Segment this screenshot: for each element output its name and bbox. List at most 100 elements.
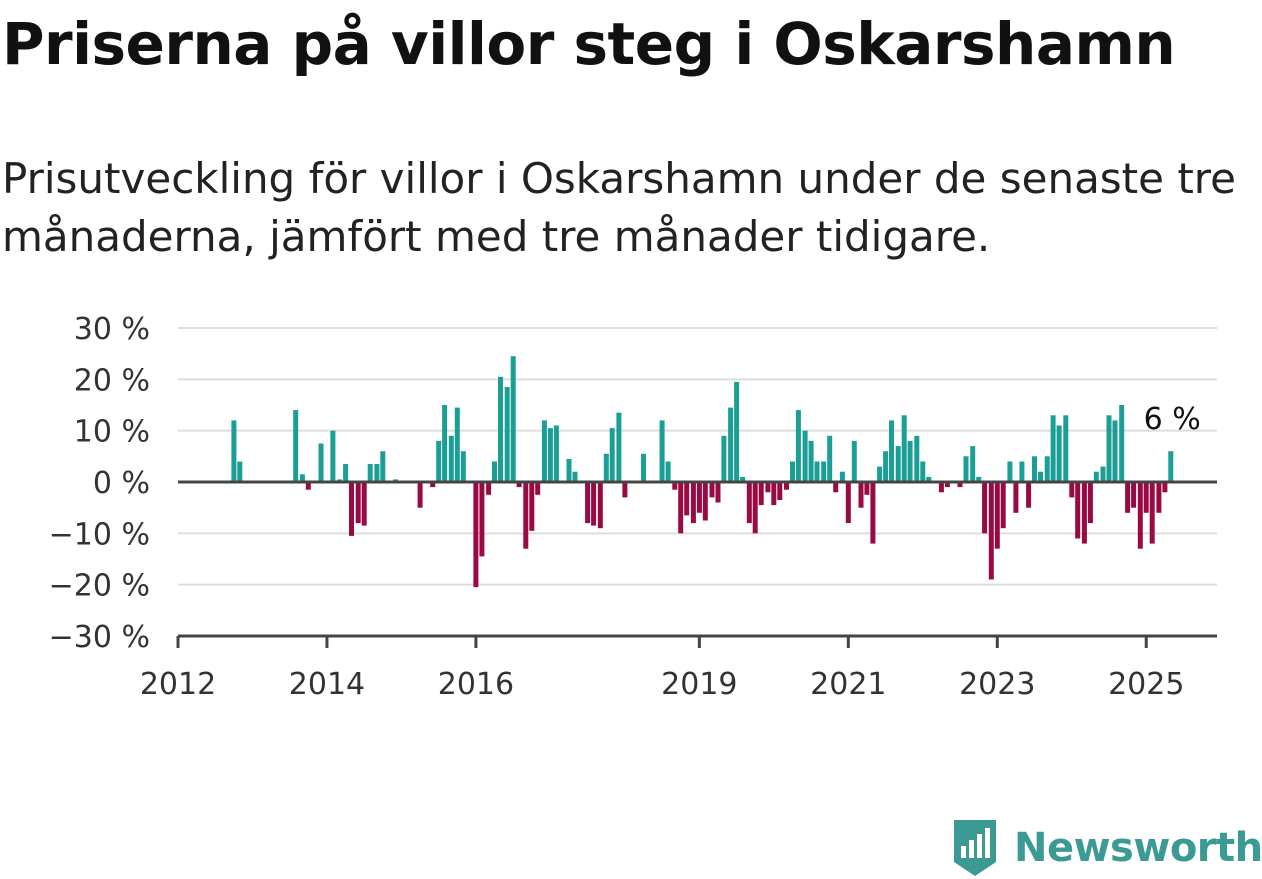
bar [355, 482, 361, 524]
bar [752, 482, 758, 534]
bar [808, 440, 814, 482]
bar [541, 420, 547, 482]
bar [305, 482, 311, 490]
bar [994, 482, 1000, 549]
bar [299, 474, 305, 482]
bar [1119, 405, 1125, 482]
bar [1044, 456, 1050, 482]
bar [1019, 461, 1025, 482]
bar [746, 482, 752, 524]
x-tick-label: 2019 [661, 667, 737, 702]
bar [721, 435, 727, 482]
bar [976, 476, 982, 482]
chart-subtitle: Prisutveckling för villor i Oskarshamn u… [2, 154, 1236, 261]
bar [957, 482, 963, 488]
bar [858, 482, 864, 508]
bar [566, 458, 572, 482]
last-value-label: 6 % [1144, 402, 1201, 437]
y-tick-label: 10 % [74, 415, 150, 450]
bar [982, 482, 988, 534]
bar [938, 482, 944, 493]
bar [1131, 482, 1137, 508]
bar [895, 446, 901, 482]
bar [553, 425, 559, 482]
bar [1032, 456, 1037, 482]
bar [1081, 482, 1087, 544]
bar [492, 461, 497, 482]
bar [970, 446, 976, 482]
bar [795, 410, 801, 482]
bar [454, 407, 460, 482]
x-tick-label: 2025 [1108, 667, 1184, 702]
bar [293, 410, 299, 482]
bar [516, 482, 522, 488]
bar [814, 461, 820, 482]
bar [1063, 415, 1069, 482]
bar [1013, 482, 1019, 513]
bar [802, 430, 808, 482]
bar [318, 443, 324, 482]
bar [665, 461, 671, 482]
bar [944, 482, 950, 488]
bar [914, 435, 920, 482]
bar-chart: 30 % 20 % 10 % 0 % −10 % −20 % −30 % 2012 2014 20… [49, 312, 1217, 702]
bar [367, 464, 373, 482]
bar [343, 464, 349, 482]
bar [498, 376, 503, 482]
bar [1162, 482, 1168, 493]
bar [486, 482, 492, 495]
bar [728, 407, 734, 482]
y-tick-label: −10 % [49, 517, 150, 552]
bar [702, 482, 708, 521]
bar [572, 471, 578, 482]
bar [442, 405, 448, 482]
bar [672, 482, 678, 490]
bar [436, 440, 442, 482]
x-tick-label: 2016 [438, 667, 514, 702]
bar [777, 482, 783, 500]
y-tick-label: 30 % [74, 312, 150, 347]
bar [430, 482, 436, 488]
bar [678, 482, 684, 534]
bar [988, 482, 994, 580]
y-tick-label: 0 % [93, 466, 150, 501]
logo-text: Newsworthy [1014, 825, 1262, 871]
bar [851, 440, 857, 482]
bar [1069, 482, 1075, 498]
bar [734, 381, 740, 482]
bar [690, 482, 696, 524]
bar [784, 482, 789, 490]
bar [771, 482, 777, 506]
y-tick-label: −20 % [49, 569, 150, 604]
bar [758, 482, 764, 506]
bar [1112, 420, 1118, 482]
bar [609, 428, 615, 482]
bar [547, 428, 553, 482]
bar [597, 482, 603, 529]
bar [1143, 482, 1149, 513]
bar [696, 482, 702, 513]
bar [1056, 425, 1062, 482]
bar [740, 476, 746, 482]
bar [330, 430, 336, 482]
bar [479, 482, 485, 557]
bar [622, 482, 628, 498]
bar [877, 466, 883, 482]
bar [1007, 461, 1013, 482]
bar [864, 482, 870, 495]
bar [1075, 482, 1081, 539]
bar [709, 482, 715, 498]
x-tick-label: 2021 [810, 667, 886, 702]
bar [926, 476, 932, 482]
bar [1000, 482, 1006, 529]
bar [1100, 466, 1106, 482]
bar [684, 482, 690, 516]
bar [641, 453, 646, 482]
bar [523, 482, 529, 549]
bar [870, 482, 876, 544]
bar [529, 482, 535, 531]
bar [616, 412, 622, 482]
bar [1093, 471, 1099, 482]
bar [790, 461, 795, 482]
bar [833, 482, 839, 493]
